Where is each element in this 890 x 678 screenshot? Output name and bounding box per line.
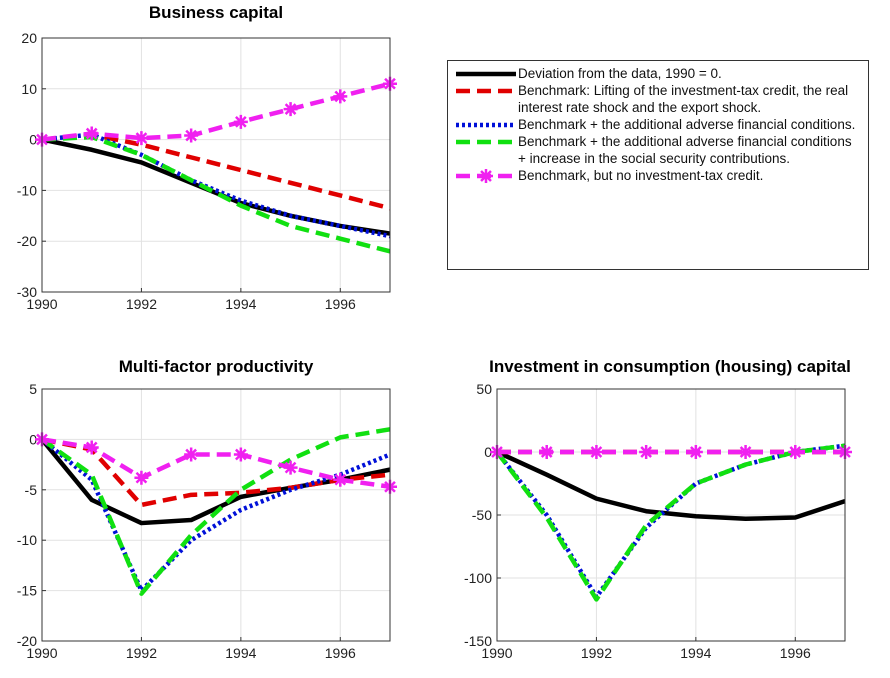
marker xyxy=(539,445,554,459)
x-tick-label: 1992 xyxy=(126,296,157,312)
series-line xyxy=(41,132,391,211)
legend-label: Benchmark, but no investment-tax credit. xyxy=(518,168,764,183)
marker xyxy=(84,126,99,141)
legend-entry: Benchmark + the additional adverse finan… xyxy=(454,116,862,133)
y-tick-label: -10 xyxy=(17,182,37,198)
x-tick-label: 1992 xyxy=(581,645,612,661)
y-tick-label: -50 xyxy=(472,507,492,523)
subplot: -20 -15 -10 -5 0 5 1990 1992 1994 1996 Multi-facto… xyxy=(17,357,397,661)
series-line xyxy=(41,437,391,490)
y-tick-label: 0 xyxy=(484,444,492,460)
series-line xyxy=(496,449,846,522)
y-tick-label: -10 xyxy=(17,532,37,548)
x-tick-label: 1992 xyxy=(126,645,157,661)
marker xyxy=(134,131,149,146)
y-tick-label: 20 xyxy=(21,30,37,46)
chart-title: Multi-factor productivity xyxy=(119,357,314,376)
legend-label: Deviation from the data, 1990 = 0. xyxy=(518,66,722,81)
series-line xyxy=(41,437,391,508)
y-tick-label: 10 xyxy=(21,81,37,97)
marker xyxy=(688,445,703,459)
series-line xyxy=(40,427,391,596)
marker xyxy=(639,445,654,459)
x-tick-label: 1994 xyxy=(225,296,256,312)
marker xyxy=(283,102,298,117)
legend-label: Benchmark + the additional adverse finan… xyxy=(518,134,852,166)
marker xyxy=(738,445,753,459)
x-tick-label: 1996 xyxy=(325,296,356,312)
marker xyxy=(134,470,149,485)
chart-title: Investment in consumption (housing) capi… xyxy=(489,357,851,376)
legend-entry: Benchmark + the additional adverse finan… xyxy=(454,133,862,167)
y-tick-label: -5 xyxy=(25,482,38,498)
x-tick-label: 1994 xyxy=(225,645,256,661)
series-line xyxy=(41,132,391,239)
marker xyxy=(333,89,348,104)
subplot: -30 -20 -10 0 10 20 1990 1992 1994 1996 Business c… xyxy=(17,3,397,312)
chart-title: Business capital xyxy=(149,3,283,22)
y-tick-label: -15 xyxy=(17,583,37,599)
axes-box xyxy=(41,37,391,293)
x-tick-label: 1990 xyxy=(26,296,57,312)
marker xyxy=(233,114,248,129)
legend-entry: Benchmark, but no investment-tax credit. xyxy=(454,167,862,184)
y-tick-label: -20 xyxy=(17,633,37,649)
marker xyxy=(184,447,199,462)
x-tick-label: 1994 xyxy=(680,645,711,661)
legend-swatch xyxy=(456,139,516,145)
x-tick-label: 1990 xyxy=(481,645,512,661)
legend-swatch xyxy=(456,169,516,183)
marker xyxy=(184,128,199,143)
axes-box xyxy=(496,388,846,642)
y-tick-label: 0 xyxy=(29,431,37,447)
y-tick-label: -100 xyxy=(464,570,492,586)
legend-entry: Benchmark: Lifting of the investment-tax… xyxy=(454,82,862,116)
legend: Deviation from the data, 1990 = 0. Benchm… xyxy=(447,60,869,270)
legend-swatch xyxy=(456,88,516,94)
marker xyxy=(333,472,348,487)
marker xyxy=(788,445,803,459)
legend-swatch xyxy=(456,122,516,128)
legend-entry: Deviation from the data, 1990 = 0. xyxy=(454,65,862,82)
subplot: -150 -100 -50 0 50 1990 1992 1994 1996 Investment… xyxy=(464,357,852,661)
y-tick-label: -150 xyxy=(464,633,492,649)
y-tick-label: -20 xyxy=(17,233,37,249)
legend-marker xyxy=(479,169,493,183)
series-line xyxy=(41,81,391,142)
y-tick-label: 50 xyxy=(476,381,492,397)
x-tick-label: 1990 xyxy=(26,645,57,661)
marker xyxy=(589,445,604,459)
x-tick-label: 1996 xyxy=(325,645,356,661)
marker xyxy=(233,447,248,462)
y-tick-label: 5 xyxy=(29,381,37,397)
legend-label: Benchmark + the additional adverse finan… xyxy=(518,117,856,132)
y-tick-label: 0 xyxy=(29,132,37,148)
y-tick-label: -30 xyxy=(17,284,37,300)
legend-label: Benchmark: Lifting of the investment-tax… xyxy=(518,83,849,115)
x-tick-label: 1996 xyxy=(780,645,811,661)
series-line xyxy=(495,443,846,602)
axes-box xyxy=(41,388,391,642)
legend-swatch xyxy=(456,71,516,77)
marker xyxy=(283,460,298,475)
marker xyxy=(84,440,99,455)
